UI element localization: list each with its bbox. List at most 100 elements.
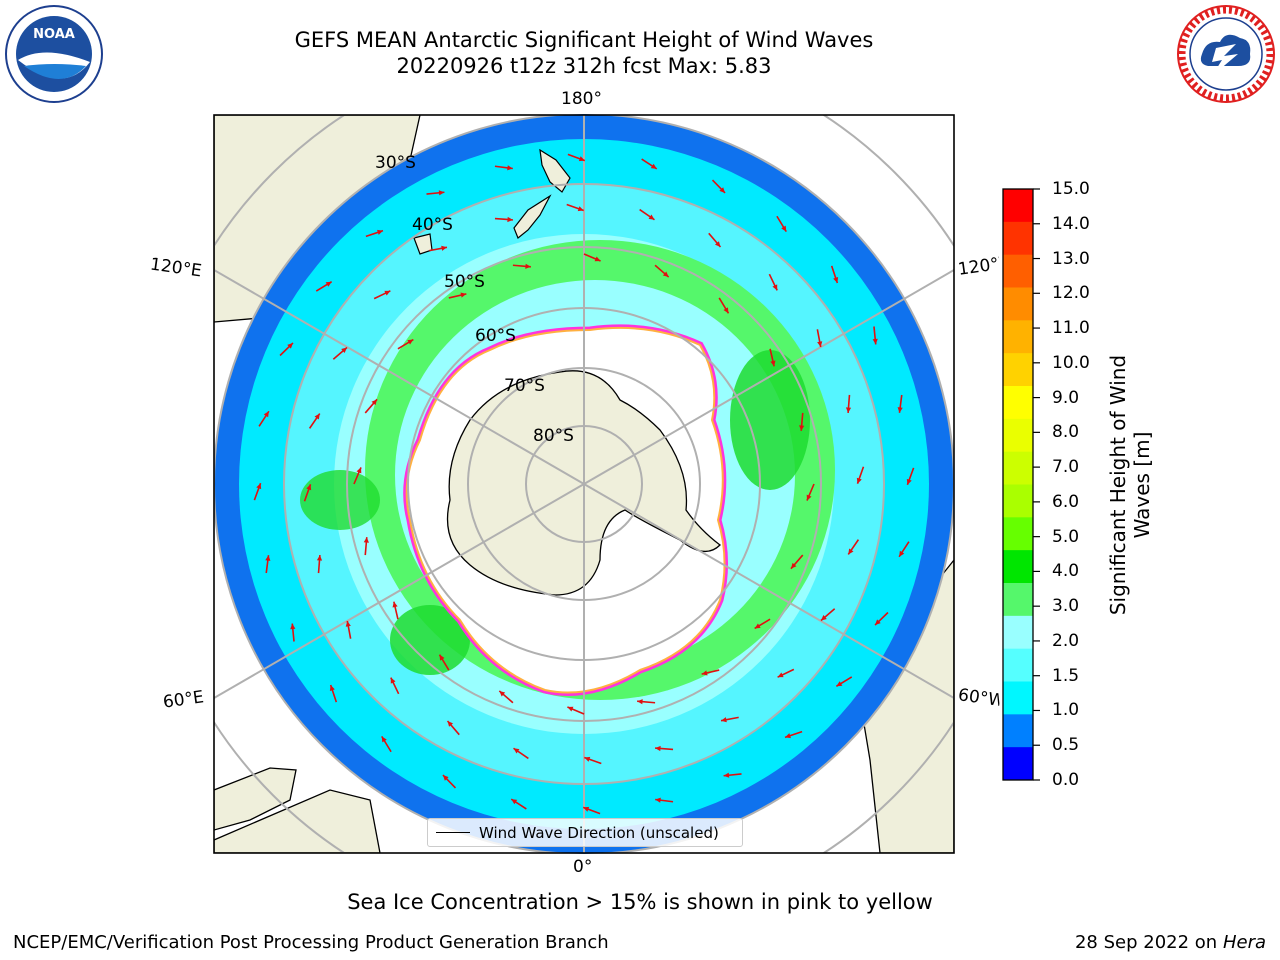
wind-arrow-head — [439, 654, 445, 661]
colorbar-cell — [1003, 550, 1033, 584]
wind-arrow-head — [507, 216, 513, 223]
wind-arrow-head — [567, 706, 574, 712]
colorbar-cell — [1003, 189, 1033, 223]
wind-arrow-head — [721, 717, 727, 723]
colorbar-cell — [1003, 747, 1033, 781]
colorbar-tick-label: 0.0 — [1052, 770, 1080, 790]
lat-label: 60°S — [475, 326, 516, 346]
colorbar-tick-label: 14.0 — [1052, 213, 1090, 234]
colorbar-tick-label: 9.0 — [1052, 387, 1080, 408]
wind-arrow-head — [662, 271, 669, 278]
wind-arrow-head — [770, 360, 776, 367]
lat-label: 40°S — [412, 215, 453, 235]
colorbar-cell — [1003, 287, 1033, 321]
colorbar-tick-label: 5.0 — [1052, 526, 1080, 547]
wind-arrow-head — [438, 190, 445, 196]
wind-arrow-head — [356, 467, 362, 474]
wind-arrow-head — [906, 478, 912, 485]
wind-arrow-head — [772, 284, 778, 291]
wind-arrow-head — [371, 399, 378, 406]
wind-arrow-head — [290, 623, 296, 630]
wind-arrow-head — [287, 342, 293, 349]
wind-arrow-head — [872, 338, 878, 345]
wind-arrow-head — [390, 677, 396, 684]
wind-arrow-head — [754, 623, 761, 629]
colorbar-cell — [1003, 320, 1033, 354]
credit-right: 28 Sep 2022 on Hera — [1074, 932, 1266, 953]
wind-arrow-head — [256, 483, 262, 490]
wind-arrow-head — [821, 614, 827, 621]
legend-label: Wind Wave Direction (unscaled) — [479, 823, 719, 842]
colorbar-tick-label: 0.5 — [1052, 735, 1080, 756]
chart-title: GEFS MEAN Antarctic Significant Height o… — [294, 28, 874, 52]
colorbar-cell — [1003, 254, 1033, 288]
colorbar-tick-label: 2.0 — [1052, 630, 1080, 651]
credit-left: NCEP/EMC/Verification Post Processing Pr… — [13, 932, 609, 953]
colorbar-tick-label: 12.0 — [1052, 283, 1090, 304]
wind-arrow-head — [525, 263, 531, 269]
wind-arrow-head — [785, 733, 791, 739]
colorbar-cell — [1003, 681, 1033, 715]
lon-label-bottom: 0° — [573, 857, 593, 877]
colorbar-cell — [1003, 517, 1033, 551]
wind-arrow-head — [381, 736, 387, 743]
wind-arrow-head — [263, 411, 269, 418]
colorbar-tick-label: 8.0 — [1052, 422, 1080, 443]
wind-arrow-head — [507, 165, 513, 171]
wind-arrow-head — [650, 163, 657, 169]
colorbar-tick-label: 3.0 — [1052, 596, 1080, 617]
colorbar-cell — [1003, 386, 1033, 420]
colorbar-tick-label: 6.0 — [1052, 491, 1080, 512]
colorbar-tick-label: 11.0 — [1052, 318, 1090, 339]
lat-label: 50°S — [444, 272, 485, 292]
wind-arrow-head — [833, 277, 839, 283]
wind-arrow-head — [363, 537, 369, 543]
chart-subtitle: 20220926 t12z 312h fcst Max: 5.83 — [396, 54, 772, 78]
wind-arrow-head — [345, 621, 351, 627]
wind-arrow-head — [441, 245, 447, 251]
wind-arrow-head — [460, 292, 467, 298]
wind-arrow-head — [577, 206, 584, 212]
wind-arrow-head — [777, 672, 784, 678]
wind-arrow-head — [714, 241, 721, 247]
svg-text:NOAA: NOAA — [33, 27, 75, 42]
wind-arrow-head — [325, 281, 332, 287]
wind-arrow-head — [723, 772, 730, 778]
colorbar-tick-label: 10.0 — [1052, 352, 1090, 373]
wind-arrow-head — [655, 745, 661, 752]
colorbar-tick-label: 1.5 — [1052, 665, 1080, 686]
lat-label: 70°S — [504, 376, 545, 396]
wind-arrow-head — [314, 413, 320, 420]
lon-label-top: 180° — [561, 89, 602, 109]
wind-arrow-head — [511, 799, 518, 805]
wind-arrow-head — [806, 494, 812, 501]
colorbar-tick-label: 15.0 — [1052, 179, 1090, 199]
wind-arrow-head — [447, 721, 454, 727]
wind-arrow-head — [845, 407, 852, 413]
noaa-logo: NOAA — [5, 5, 103, 103]
lat-label: 30°S — [375, 153, 416, 173]
wind-arrow-head — [701, 670, 708, 676]
wind-arrow-head — [836, 681, 843, 687]
wind-arrow-head — [583, 806, 590, 812]
colorbar-cell — [1003, 484, 1033, 518]
colorbar-cell — [1003, 583, 1033, 617]
wind-arrow-head — [594, 256, 601, 262]
footer-caption: Sea Ice Concentration > 15% is shown in … — [347, 890, 933, 914]
wind-arrow-head — [513, 748, 520, 754]
nws-logo — [1177, 5, 1275, 103]
wind-arrow-head — [848, 548, 854, 555]
wind-arrow-head — [655, 797, 661, 803]
colorbar-cell — [1003, 418, 1033, 453]
wind-arrow-head — [407, 339, 414, 345]
wind-arrow-head — [856, 477, 862, 484]
colorbar-cell — [1003, 353, 1033, 387]
wind-arrow-head — [306, 484, 312, 491]
colorbar-title: Significant Height of Wind Waves [m] — [1106, 354, 1154, 616]
wind-arrow-head — [377, 229, 383, 235]
wind-arrow-head — [723, 307, 729, 314]
wind-arrow-head — [329, 685, 335, 691]
wind-arrow-head — [499, 690, 506, 697]
wind-arrow-head — [790, 562, 797, 569]
